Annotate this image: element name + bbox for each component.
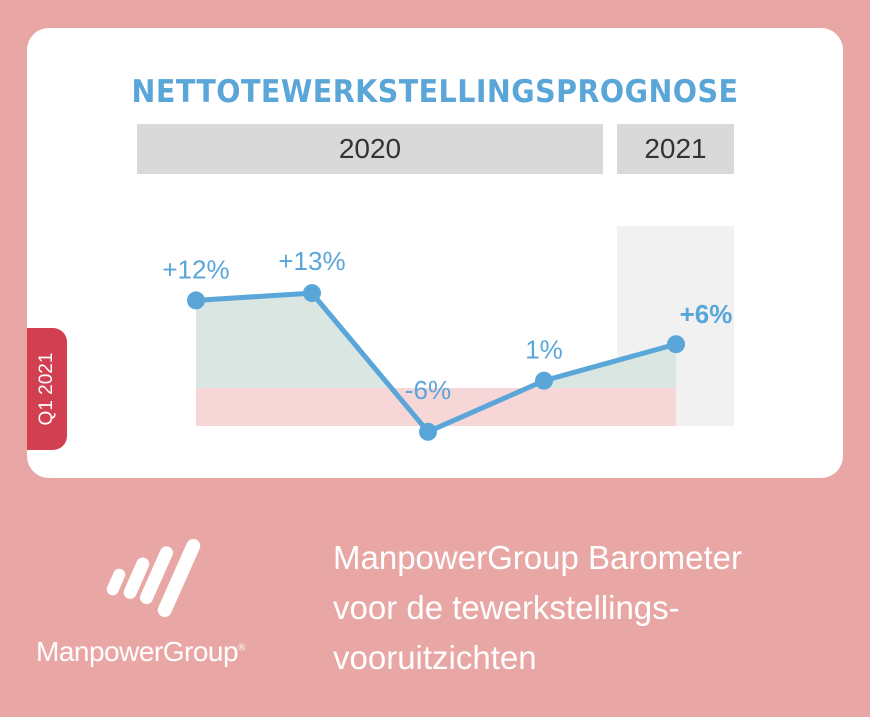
data-point-2	[303, 284, 321, 303]
data-point-5	[667, 335, 685, 354]
data-point-1	[187, 291, 205, 310]
brand-name: ManpowerGroup®	[36, 636, 245, 667]
description-line-1: ManpowerGroup Barometer	[333, 539, 743, 576]
data-label-2: +13%	[278, 246, 345, 276]
data-label-5: +6%	[680, 299, 733, 329]
side-tab	[27, 328, 67, 450]
year-label-2021: 2021	[617, 124, 734, 174]
quarter-label-q1-2021: Q1	[658, 184, 693, 215]
side-tab-label: Q1 2021	[36, 352, 57, 426]
quarter-label-q2-2020: Q2	[294, 184, 330, 215]
year-label-2020: 2020	[137, 124, 603, 174]
negative-band	[196, 388, 676, 426]
quarter-label-q3-2020: Q3	[410, 184, 446, 215]
quarter-label-q4-2020: Q4	[527, 184, 562, 215]
description-line-2: voor de tewerkstellings-	[333, 589, 680, 626]
manpowergroup-logo-icon	[106, 539, 201, 617]
data-label-1: +12%	[162, 254, 229, 284]
positive-area	[196, 293, 676, 388]
data-point-4	[535, 371, 553, 390]
quarter-label-q1-2020: Q1	[178, 184, 213, 215]
data-label-4: 1%	[525, 335, 563, 365]
data-label-3: -6%	[405, 375, 451, 405]
data-point-3	[419, 422, 437, 441]
description-line-3: vooruitzichten	[333, 639, 537, 676]
chart-title: NETTOTEWERKSTELLINGSPROGNOSE	[131, 74, 739, 110]
description: ManpowerGroup Barometer voor de tewerkst…	[333, 533, 742, 683]
